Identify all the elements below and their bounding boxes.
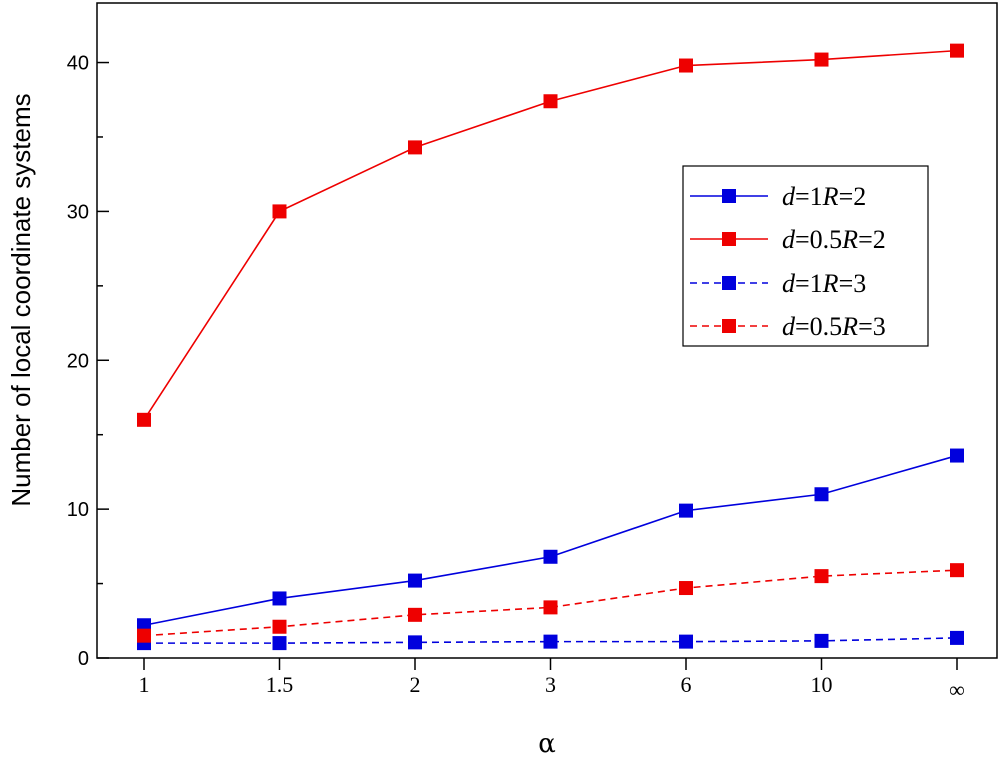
data-point [950, 448, 964, 463]
legend-marker [722, 276, 736, 290]
data-point [950, 563, 964, 578]
series-2 [137, 630, 964, 651]
legend-item: d=0.5R=2 [690, 225, 886, 254]
legend-label-part: d [782, 225, 796, 254]
x-tick-label: 10 [811, 672, 833, 697]
data-point [814, 487, 829, 502]
legend-item: d=1R=3 [690, 269, 866, 298]
legend-label: d=1R=3 [782, 269, 866, 298]
y-tick-label: 20 [67, 350, 89, 372]
axes: 0 10 20 30 40 1 1.5 2 3 6 10 ∞ [67, 2, 998, 702]
x-tick-label: 6 [681, 672, 692, 697]
x-tick-label: 3 [545, 672, 556, 697]
legend-item: d=0.5R=3 [690, 312, 886, 341]
data-point [408, 635, 422, 650]
data-point [408, 140, 422, 155]
data-point [679, 503, 693, 518]
series-3 [137, 563, 964, 643]
data-point [543, 549, 558, 564]
y-tick-label: 0 [78, 648, 89, 670]
legend-label: d=0.5R=3 [782, 312, 886, 341]
data-point [408, 573, 422, 588]
data-point [814, 633, 829, 648]
x-tick-label: 1 [139, 672, 150, 697]
plot-frame [96, 2, 998, 659]
data-point [137, 412, 151, 427]
data-point [272, 636, 287, 651]
x-tick-label: 2 [410, 672, 421, 697]
legend-label-part: =3 [858, 312, 886, 341]
series-1 [137, 43, 964, 427]
data-point [814, 569, 829, 584]
legend-label-part: =2 [858, 225, 886, 254]
data-point [408, 607, 422, 622]
y-tick-label: 10 [67, 499, 89, 521]
legend-label-part: =0.5 [795, 312, 842, 341]
data-point [679, 58, 693, 73]
x-tick-label: 1.5 [266, 672, 294, 697]
data-point [272, 204, 287, 219]
y-axis-title: Number of local coordinate systems [6, 93, 36, 506]
data-point [543, 94, 558, 109]
legend-label-part: =0.5 [795, 225, 842, 254]
legend-marker [722, 232, 736, 246]
data-point [543, 634, 558, 649]
legend-label-part: d [782, 182, 796, 211]
legend-label-part: =1 [795, 182, 823, 211]
data-point [950, 630, 964, 645]
data-point [950, 43, 964, 58]
legend-label-part: R [822, 269, 839, 298]
legend-label-part: d [782, 312, 796, 341]
data-point [272, 619, 287, 634]
x-axis-title: α [538, 729, 556, 759]
legend-label-part: R [822, 182, 839, 211]
series-0 [137, 448, 964, 633]
legend-marker [722, 189, 736, 203]
data-point [679, 634, 693, 649]
legend-label-part: d [782, 269, 796, 298]
y-tick-label: 40 [67, 53, 89, 75]
legend-label: d=1R=2 [782, 182, 866, 211]
legend-label-part: =1 [795, 269, 823, 298]
legend-label-part: =3 [839, 269, 867, 298]
data-point [814, 52, 829, 67]
legend-label-part: R [841, 312, 858, 341]
data-point [137, 628, 151, 643]
legend-label: d=0.5R=2 [782, 225, 886, 254]
y-tick-label: 30 [67, 201, 89, 223]
legend: d=1R=2d=0.5R=2d=1R=3d=0.5R=3 [682, 165, 929, 347]
data-point [543, 600, 558, 615]
series-line [143, 454, 958, 627]
series-layer [137, 43, 964, 651]
legend-marker [722, 319, 736, 333]
data-point [272, 591, 287, 606]
legend-item: d=1R=2 [690, 182, 866, 211]
data-point [679, 581, 693, 596]
legend-label-part: =2 [839, 182, 867, 211]
legend-label-part: R [841, 225, 858, 254]
x-tick-label: ∞ [949, 677, 965, 702]
